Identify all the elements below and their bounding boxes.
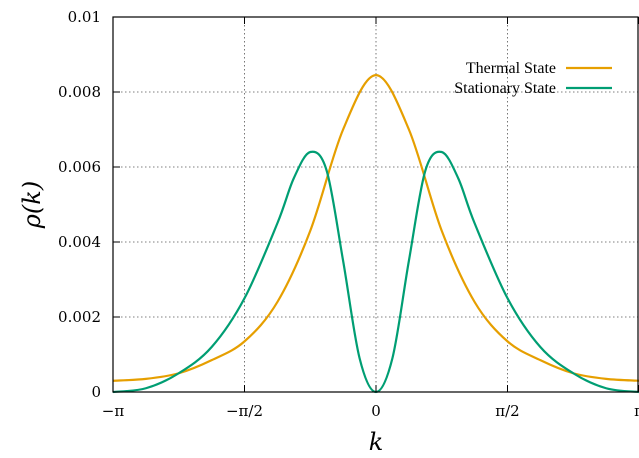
x-tick-label: −π [102,402,125,420]
legend-label: Thermal State [466,60,556,77]
x-tick-labels: −π −π/2 0 π/2 π [102,402,639,420]
y-tick-label: 0.004 [58,233,101,251]
y-tick-labels: 0 0.002 0.004 0.006 0.008 0.01 [58,8,101,401]
x-tick-label: π/2 [495,402,519,420]
x-axis-label: k [369,428,384,456]
y-tick-label: 0.006 [58,158,101,176]
plot-frame [112,16,639,393]
y-tick-label: 0.008 [58,83,101,101]
stationary-state-line [112,150,639,394]
legend: Thermal State Stationary State [454,60,612,97]
x-tick-label: −π/2 [226,402,263,420]
tick-marks [112,16,639,393]
grid [113,17,639,392]
y-tick-label: 0.002 [58,308,101,326]
thermal-state-line [112,74,639,382]
x-tick-label: 0 [371,402,381,420]
y-tick-label: 0 [91,383,101,401]
y-tick-label: 0.01 [68,8,101,26]
y-axis-label: ρ(k) [18,181,46,229]
x-tick-label: π [634,402,639,420]
legend-label: Stationary State [454,80,556,97]
